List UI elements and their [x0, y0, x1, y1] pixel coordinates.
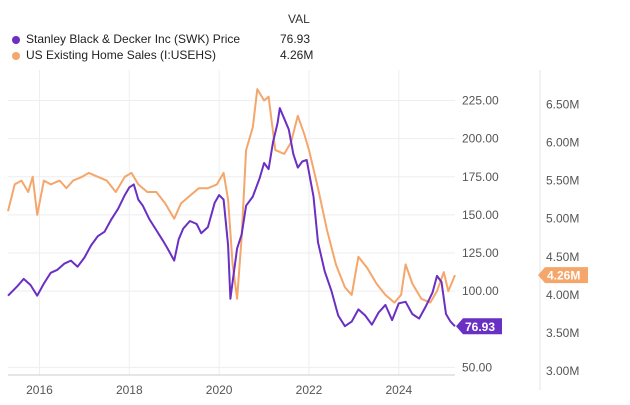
usehs-last-value: 4.26M: [547, 269, 580, 283]
y-left-tick-label: 125.00: [462, 246, 499, 260]
legend-label: Stanley Black & Decker Inc (SWK) Price: [26, 32, 241, 46]
y-right-tick-label: 5.00M: [546, 212, 579, 226]
series-line-usehs: [7, 88, 456, 304]
y-left-tick-label: 200.00: [462, 132, 499, 146]
legend-label: US Existing Home Sales (I:USEHS): [26, 48, 217, 62]
y-left-tick-label: 100.00: [462, 284, 499, 298]
y-left-tick-label: 225.00: [462, 94, 499, 108]
series-color-dot: [12, 36, 20, 44]
legend-value-header: VAL: [288, 12, 310, 26]
x-tick-label: 2018: [116, 383, 143, 397]
x-tick-label: 2022: [296, 383, 323, 397]
y-right-tick-label: 3.00M: [546, 364, 579, 378]
swk-last-value: 76.93: [465, 320, 495, 334]
y-left-tick-label: 150.00: [462, 208, 499, 222]
y-right-tick-label: 5.50M: [546, 174, 579, 188]
legend: VAL Stanley Black & Decker Inc (SWK) Pri…: [10, 10, 314, 64]
legend-value: 76.93: [280, 32, 311, 46]
usehs-flag: [538, 267, 588, 284]
y-right-tick-label: 4.50M: [546, 250, 579, 264]
series-line-swk: [7, 107, 456, 328]
x-tick-label: 2020: [206, 383, 233, 397]
y-right-tick-label: 6.50M: [546, 97, 579, 111]
y-right-tick-label: 4.00M: [546, 288, 579, 302]
swk-flag: [456, 318, 502, 335]
x-tick-label: 2016: [26, 383, 53, 397]
y-left-tick-label: 50.00: [462, 360, 492, 374]
y-right-tick-label: 3.50M: [546, 326, 579, 340]
series-color-dot: [12, 52, 20, 60]
legend-value: 4.26M: [280, 48, 314, 62]
y-right-tick-label: 6.00M: [546, 135, 579, 149]
x-tick-label: 2024: [385, 383, 412, 397]
y-left-tick-label: 175.00: [462, 170, 499, 184]
